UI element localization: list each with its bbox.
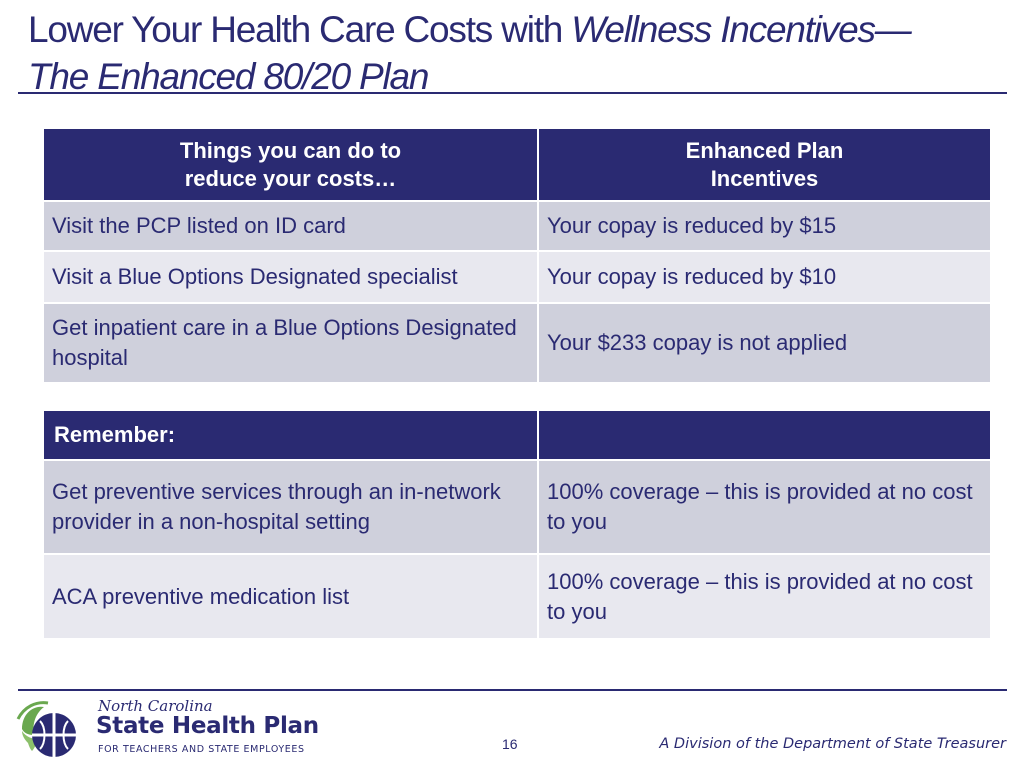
header-incentives: Enhanced Plan Incentives (537, 127, 992, 202)
item-cell: ACA preventive medication list (42, 553, 539, 640)
action-cell: Visit a Blue Options Designated speciali… (42, 250, 539, 304)
page-number: 16 (502, 736, 518, 752)
header-actions-line2: reduce your costs… (184, 165, 397, 191)
incentives-table: Things you can do to reduce your costs… … (42, 127, 992, 384)
logo-tagline: FOR TEACHERS AND STATE EMPLOYEES (98, 744, 305, 755)
header-remember: Remember: (42, 409, 539, 461)
table-row: Get preventive services through an in-ne… (42, 459, 992, 555)
coverage-cell: 100% coverage – this is provided at no c… (537, 553, 992, 640)
title-divider (18, 92, 1007, 94)
state-health-plan-logo: North Carolina State Health Plan FOR TEA… (14, 697, 319, 761)
action-cell: Get inpatient care in a Blue Options Des… (42, 302, 539, 384)
logo-state-script: North Carolina (98, 697, 213, 715)
incentive-cell: Your $233 copay is not applied (537, 302, 992, 384)
logo-globe-icon (16, 701, 76, 757)
incentive-cell: Your copay is reduced by $10 (537, 250, 992, 304)
action-cell: Visit the PCP listed on ID card (42, 200, 539, 252)
title-italic-1: Wellness Incentives— (571, 9, 912, 50)
table-row: Visit the PCP listed on ID card Your cop… (42, 200, 992, 252)
table-header-row: Remember: (42, 409, 992, 461)
logo-plan-name: State Health Plan (96, 713, 319, 739)
header-actions: Things you can do to reduce your costs… (42, 127, 539, 202)
header-incentives-line1: Enhanced Plan (685, 137, 844, 163)
slide-title: Lower Your Health Care Costs with Wellne… (28, 6, 1008, 100)
table-row: Visit a Blue Options Designated speciali… (42, 250, 992, 304)
division-label: A Division of the Department of State Tr… (659, 736, 1006, 752)
footer-divider (18, 689, 1007, 691)
header-actions-line1: Things you can do to (179, 137, 402, 163)
coverage-cell: 100% coverage – this is provided at no c… (537, 459, 992, 555)
table-row: Get inpatient care in a Blue Options Des… (42, 302, 992, 384)
table-row: ACA preventive medication list 100% cove… (42, 553, 992, 640)
title-italic-2: The Enhanced 80/20 Plan (28, 56, 429, 97)
remember-table: Remember: Get preventive services throug… (42, 409, 992, 640)
item-cell: Get preventive services through an in-ne… (42, 459, 539, 555)
header-incentives-line2: Incentives (710, 165, 819, 191)
title-plain: Lower Your Health Care Costs with (28, 9, 572, 50)
table-header-row: Things you can do to reduce your costs… … (42, 127, 992, 202)
header-empty (537, 409, 992, 461)
incentive-cell: Your copay is reduced by $15 (537, 200, 992, 252)
